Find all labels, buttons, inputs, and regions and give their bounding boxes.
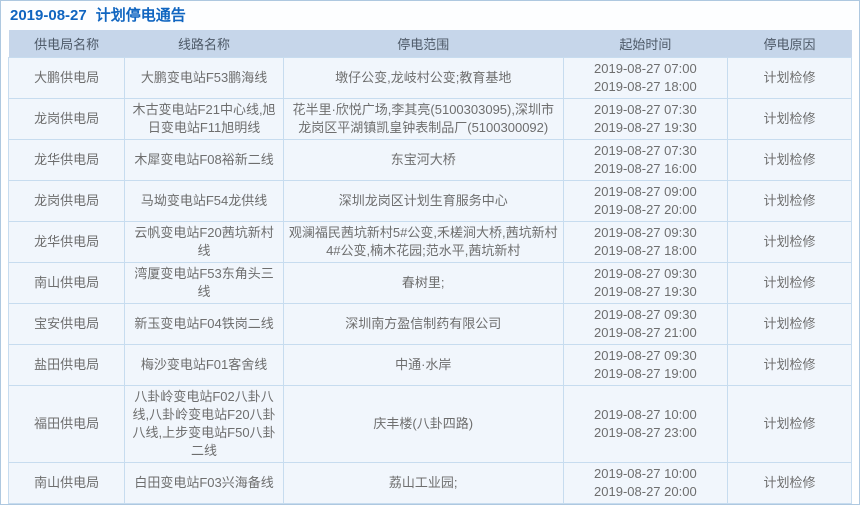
cell-scope: 东宝河大桥 bbox=[282, 139, 564, 181]
cell-reason: 计划检修 bbox=[727, 262, 852, 304]
table-row: 南山供电局 白田变电站F03兴海备线 荔山工业园; 2019-08-27 10:… bbox=[7, 462, 852, 504]
cell-reason: 计划检修 bbox=[727, 180, 852, 222]
cell-reason: 计划检修 bbox=[727, 462, 852, 504]
column-header-bureau: 供电局名称 bbox=[8, 30, 125, 58]
page-title: 计划停电通告 bbox=[95, 7, 186, 24]
outage-table: 供电局名称 线路名称 停电范围 起始时间 停电原因 大鹏供电局 大鹏变电站F53… bbox=[7, 30, 852, 504]
start-time: 2019-08-27 10:00 bbox=[594, 407, 697, 422]
column-header-line: 线路名称 bbox=[124, 30, 284, 58]
end-time: 2019-08-27 16:00 bbox=[594, 161, 697, 176]
cell-time: 2019-08-27 09:30 2019-08-27 19:00 bbox=[562, 344, 729, 386]
cell-reason: 计划检修 bbox=[727, 98, 852, 140]
table-row: 龙华供电局 木犀变电站F08裕新二线 东宝河大桥 2019-08-27 07:3… bbox=[7, 139, 852, 181]
table-row: 龙岗供电局 马坳变电站F54龙供线 深圳龙岗区计划生育服务中心 2019-08-… bbox=[7, 180, 852, 222]
cell-reason: 计划检修 bbox=[727, 139, 852, 181]
cell-bureau: 盐田供电局 bbox=[7, 344, 126, 386]
cell-time: 2019-08-27 09:00 2019-08-27 20:00 bbox=[562, 180, 729, 222]
cell-line: 大鹏变电站F53鹏海线 bbox=[124, 57, 284, 99]
cell-reason: 计划检修 bbox=[727, 303, 852, 345]
cell-scope: 荔山工业园; bbox=[282, 462, 564, 504]
cell-bureau: 大鹏供电局 bbox=[7, 57, 126, 99]
end-time: 2019-08-27 19:00 bbox=[594, 366, 697, 381]
end-time: 2019-08-27 19:30 bbox=[594, 284, 697, 299]
end-time: 2019-08-27 20:00 bbox=[594, 202, 697, 217]
cell-scope: 墩仔公变,龙岐村公变;教育基地 bbox=[282, 57, 564, 99]
cell-scope: 深圳龙岗区计划生育服务中心 bbox=[282, 180, 564, 222]
table-row-partial bbox=[7, 503, 852, 504]
cell-line: 云帆变电站F20茜坑新村线 bbox=[124, 221, 284, 263]
cell-bureau: 龙华供电局 bbox=[7, 221, 126, 263]
start-time: 2019-08-27 09:00 bbox=[594, 184, 697, 199]
cell-line: 新玉变电站F04铁岗二线 bbox=[124, 303, 284, 345]
cell-line: 八卦岭变电站F02八卦八线,八卦岭变电站F20八卦八线,上步变电站F50八卦二线 bbox=[124, 385, 284, 463]
cell-scope: 中通·水岸 bbox=[282, 344, 564, 386]
cell-reason: 计划检修 bbox=[727, 57, 852, 99]
start-time: 2019-08-27 10:00 bbox=[594, 466, 697, 481]
cell-scope: 观澜福民茜坑新村5#公变,禾槎涧大桥,茜坑新村4#公变,楠木花园;范水平,茜坑新… bbox=[282, 221, 564, 263]
end-time: 2019-08-27 18:00 bbox=[594, 243, 697, 258]
cell-scope: 春树里; bbox=[282, 262, 564, 304]
cell-bureau: 龙岗供电局 bbox=[7, 98, 126, 140]
start-time: 2019-08-27 07:00 bbox=[594, 61, 697, 76]
title-bar: 2019-08-27 计划停电通告 bbox=[1, 1, 859, 30]
cell-line: 湾厦变电站F53东角头三线 bbox=[124, 262, 284, 304]
page-title-date: 2019-08-27 bbox=[10, 7, 87, 24]
cell-time: 2019-08-27 07:00 2019-08-27 18:00 bbox=[562, 57, 729, 99]
table-row: 盐田供电局 梅沙变电站F01客舍线 中通·水岸 2019-08-27 09:30… bbox=[7, 344, 852, 386]
table-row: 龙华供电局 云帆变电站F20茜坑新村线 观澜福民茜坑新村5#公变,禾槎涧大桥,茜… bbox=[7, 221, 852, 263]
start-time: 2019-08-27 09:30 bbox=[594, 307, 697, 322]
column-header-reason: 停电原因 bbox=[727, 30, 852, 58]
start-time: 2019-08-27 09:30 bbox=[594, 266, 697, 281]
column-header-time: 起始时间 bbox=[563, 30, 728, 58]
end-time: 2019-08-27 21:00 bbox=[594, 325, 697, 340]
cell-scope: 深圳南方盈信制药有限公司 bbox=[282, 303, 564, 345]
cell-reason bbox=[727, 503, 852, 504]
cell-bureau: 宝安供电局 bbox=[7, 303, 126, 345]
start-time: 2019-08-27 07:30 bbox=[594, 143, 697, 158]
cell-bureau: 龙岗供电局 bbox=[7, 180, 126, 222]
cell-scope: 庆丰楼(八卦四路) bbox=[282, 385, 564, 463]
table-row: 龙岗供电局 木古变电站F21中心线,旭日变电站F11旭明线 花半里·欣悦广场,李… bbox=[7, 98, 852, 140]
cell-line: 木古变电站F21中心线,旭日变电站F11旭明线 bbox=[124, 98, 284, 140]
table-row: 宝安供电局 新玉变电站F04铁岗二线 深圳南方盈信制药有限公司 2019-08-… bbox=[7, 303, 852, 345]
cell-line: 梅沙变电站F01客舍线 bbox=[124, 344, 284, 386]
cell-bureau: 福田供电局 bbox=[7, 385, 126, 463]
cell-time: 2019-08-27 10:00 2019-08-27 20:00 bbox=[562, 462, 729, 504]
end-time: 2019-08-27 23:00 bbox=[594, 425, 697, 440]
cell-line bbox=[124, 503, 284, 504]
cell-bureau: 南山供电局 bbox=[7, 462, 126, 504]
end-time: 2019-08-27 20:00 bbox=[594, 484, 697, 499]
cell-time bbox=[562, 503, 729, 504]
table-row: 南山供电局 湾厦变电站F53东角头三线 春树里; 2019-08-27 09:3… bbox=[7, 262, 852, 304]
cell-reason: 计划检修 bbox=[727, 344, 852, 386]
cell-bureau: 龙华供电局 bbox=[7, 139, 126, 181]
table-row: 福田供电局 八卦岭变电站F02八卦八线,八卦岭变电站F20八卦八线,上步变电站F… bbox=[7, 385, 852, 463]
start-time: 2019-08-27 09:30 bbox=[594, 225, 697, 240]
end-time: 2019-08-27 19:30 bbox=[594, 120, 697, 135]
cell-time: 2019-08-27 09:30 2019-08-27 19:30 bbox=[562, 262, 729, 304]
cell-line: 木犀变电站F08裕新二线 bbox=[124, 139, 284, 181]
cell-time: 2019-08-27 07:30 2019-08-27 19:30 bbox=[562, 98, 729, 140]
cell-reason: 计划检修 bbox=[727, 385, 852, 463]
cell-line: 马坳变电站F54龙供线 bbox=[124, 180, 284, 222]
start-time: 2019-08-27 09:30 bbox=[594, 348, 697, 363]
cell-time: 2019-08-27 09:30 2019-08-27 21:00 bbox=[562, 303, 729, 345]
column-header-scope: 停电范围 bbox=[283, 30, 564, 58]
table-row: 大鹏供电局 大鹏变电站F53鹏海线 墩仔公变,龙岐村公变;教育基地 2019-0… bbox=[7, 57, 852, 99]
start-time: 2019-08-27 07:30 bbox=[594, 102, 697, 117]
cell-scope: 花半里·欣悦广场,李其亮(5100303095),深圳市龙岗区平湖镇凯皇钟表制品… bbox=[282, 98, 564, 140]
cell-time: 2019-08-27 10:00 2019-08-27 23:00 bbox=[562, 385, 729, 463]
end-time: 2019-08-27 18:00 bbox=[594, 79, 697, 94]
cell-time: 2019-08-27 09:30 2019-08-27 18:00 bbox=[562, 221, 729, 263]
cell-time: 2019-08-27 07:30 2019-08-27 16:00 bbox=[562, 139, 729, 181]
cell-bureau: 南山供电局 bbox=[7, 262, 126, 304]
header-row: 供电局名称 线路名称 停电范围 起始时间 停电原因 bbox=[8, 30, 852, 58]
cell-reason: 计划检修 bbox=[727, 221, 852, 263]
cell-line: 白田变电站F03兴海备线 bbox=[124, 462, 284, 504]
